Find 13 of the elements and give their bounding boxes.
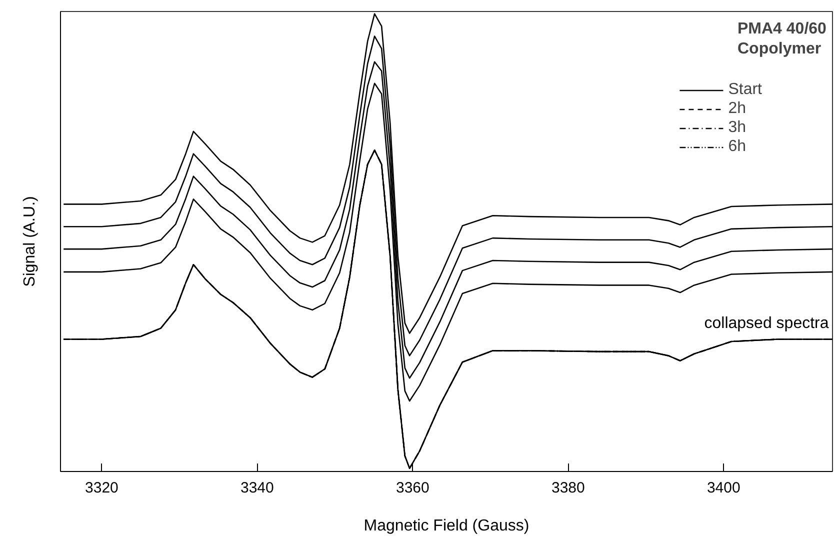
x-tick-label: 3320 bbox=[85, 480, 118, 496]
y-axis-title: Signal (A.U.) bbox=[22, 196, 38, 287]
legend-label: 3h bbox=[728, 119, 747, 137]
x-axis-title: Magnetic Field (Gauss) bbox=[364, 518, 530, 534]
x-tick-label: 3360 bbox=[396, 480, 430, 496]
annotation: collapsed spectra bbox=[704, 314, 829, 332]
legend-label: Start bbox=[728, 81, 762, 99]
legend-label: 6h bbox=[728, 138, 747, 156]
x-tick-label: 3400 bbox=[706, 480, 740, 496]
x-tick-label: 3340 bbox=[240, 480, 274, 496]
legend-label: 2h bbox=[728, 100, 747, 118]
text: PMA4 40/60 Copolymer bbox=[738, 20, 827, 58]
x-tick-label: 3380 bbox=[551, 480, 585, 496]
